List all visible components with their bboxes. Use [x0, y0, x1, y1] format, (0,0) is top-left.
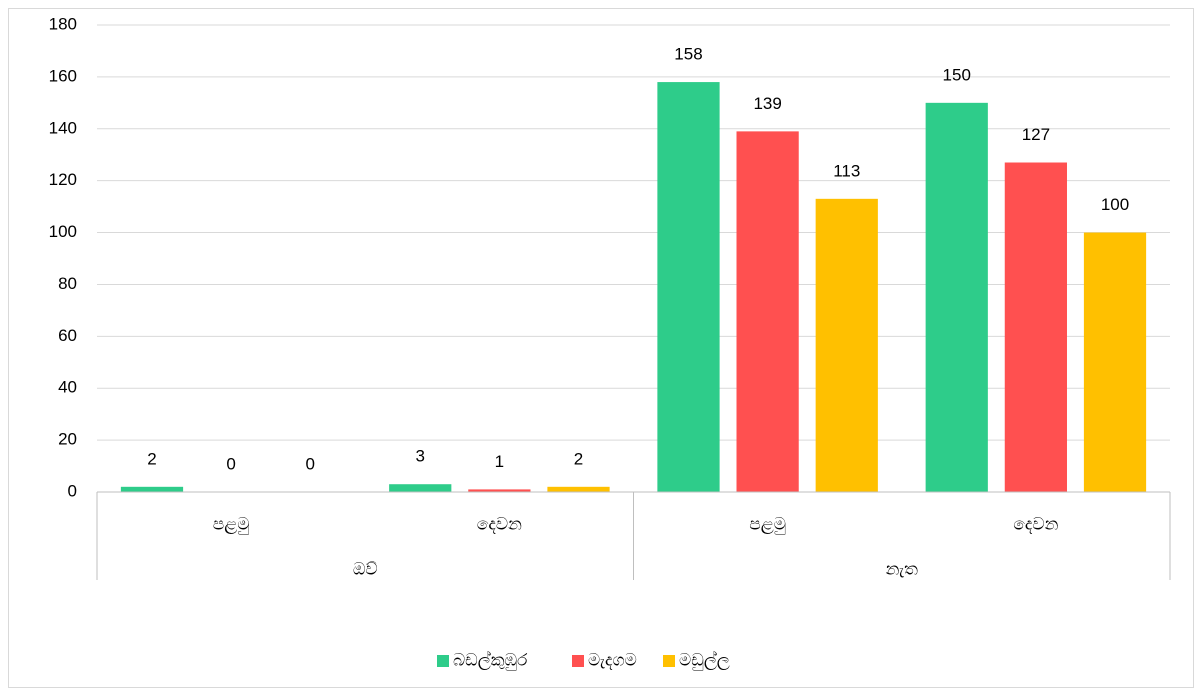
y-tick-label: 100 [49, 222, 77, 241]
bar [389, 484, 452, 492]
y-tick-label: 120 [49, 170, 77, 189]
y-tick-label: 0 [68, 481, 77, 500]
data-label: 113 [833, 161, 860, 180]
legend-label: බඩල්කුඹුර [453, 650, 528, 670]
data-label: 0 [226, 454, 235, 473]
chart-border [8, 8, 1194, 688]
bar [736, 131, 799, 492]
bar [468, 489, 531, 492]
bar [547, 486, 610, 492]
data-label: 2 [147, 449, 156, 468]
data-label: 100 [1101, 195, 1129, 214]
legend-swatch [663, 655, 675, 667]
x-tick-label: පළමු [213, 514, 250, 534]
y-tick-label: 140 [49, 118, 77, 137]
bar [925, 102, 988, 492]
x-tick-label: පළමු [749, 514, 786, 534]
y-tick-label: 80 [58, 274, 77, 293]
legend-label: මඩුල්ල [679, 650, 730, 670]
group-label: ඔව් [353, 559, 378, 578]
legend-swatch [437, 655, 449, 667]
y-tick-label: 160 [49, 66, 77, 85]
data-label: 3 [416, 447, 425, 466]
legend-swatch [572, 655, 584, 667]
y-tick-label: 40 [58, 378, 77, 397]
bar [657, 82, 720, 493]
data-label: 158 [674, 45, 702, 64]
legend-label: මැදගම [588, 650, 637, 670]
x-tick-label: දෙවන [477, 514, 522, 534]
y-tick-label: 60 [58, 326, 77, 345]
data-label: 0 [306, 454, 315, 473]
bar [815, 198, 878, 493]
data-label: 127 [1022, 125, 1050, 144]
data-label: 150 [943, 65, 971, 84]
y-tick-label: 20 [58, 430, 77, 449]
bar [1083, 232, 1147, 493]
x-tick-label: දෙවන [1013, 514, 1058, 534]
data-label: 139 [753, 94, 781, 113]
y-tick-label: 180 [49, 14, 77, 33]
data-label: 2 [574, 449, 583, 468]
group-label: නැත [886, 559, 919, 578]
data-label: 1 [495, 452, 504, 471]
bar [120, 486, 184, 492]
bar [1004, 162, 1067, 492]
